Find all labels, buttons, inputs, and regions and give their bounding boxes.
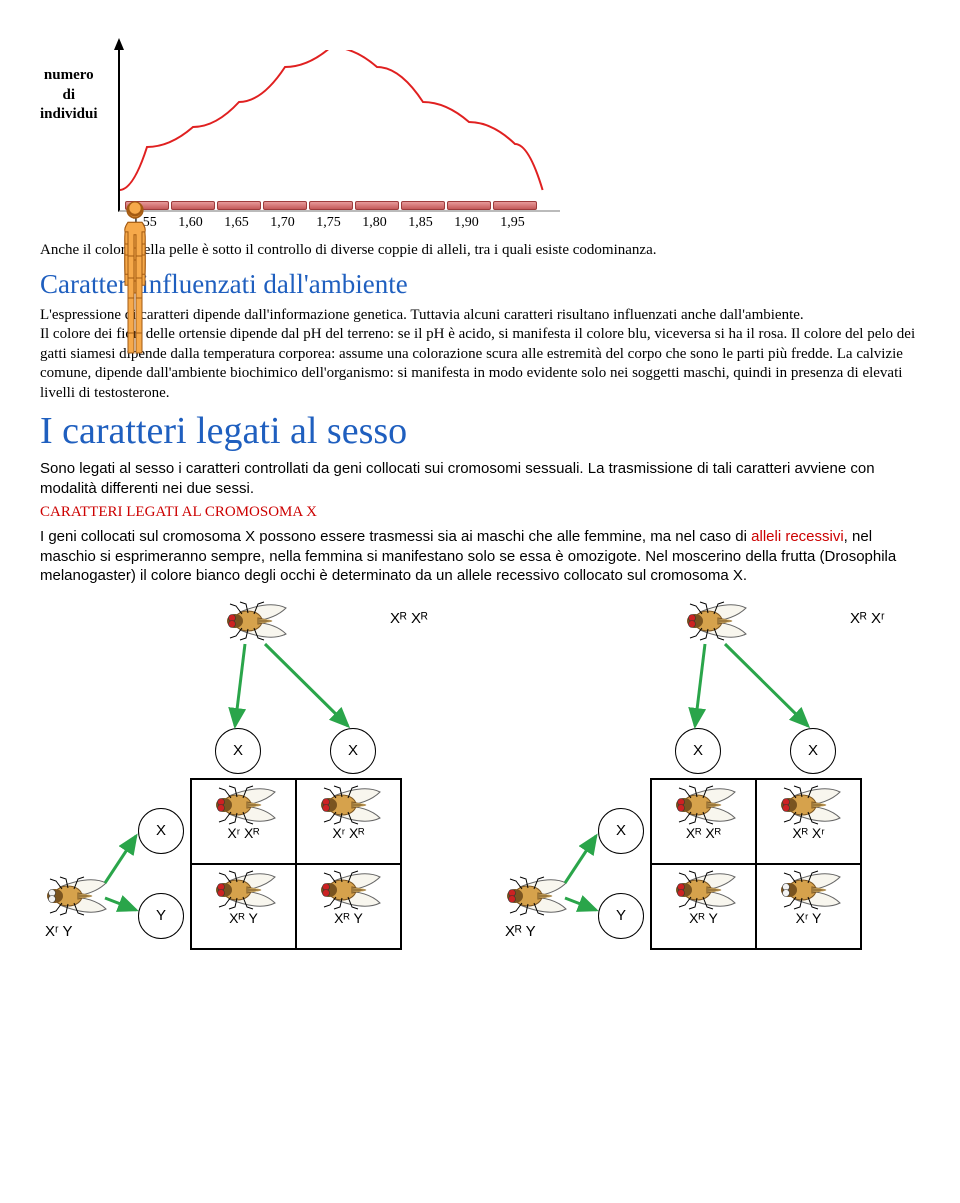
punnett-cell: Xʳ Xᴿ: [296, 779, 401, 864]
punnett-grid: Xʳ Xᴿ Xʳ Xᴿ: [190, 778, 402, 950]
person-silhouette: [446, 200, 492, 210]
height-distribution-figure: numero di individui: [40, 20, 920, 231]
people-silhouettes: [120, 200, 538, 210]
person-silhouette: [354, 200, 400, 210]
gamete-circle: X: [138, 808, 184, 854]
environment-body: L'espressione di caratteri dipende dall'…: [40, 306, 920, 404]
fly-icon: [209, 782, 279, 828]
person-silhouette: [492, 200, 538, 210]
x-tick-label: 1,80: [352, 215, 398, 231]
punnett-cell: Xᴿ Y: [296, 864, 401, 949]
subheading-x-chromosome: CARATTERI LEGATI AL CROMOSOMA X: [40, 504, 920, 521]
offspring-genotype: Xʳ Y: [796, 911, 822, 925]
x-tick-label: 1,85: [398, 215, 444, 231]
fly-icon: [774, 867, 844, 913]
x-chromosome-body: I geni collocati sul cromosoma X possono…: [40, 527, 920, 586]
punnett-grid: Xᴿ Xᴿ Xᴿ Xʳ: [650, 778, 862, 950]
fly-icon: [209, 867, 279, 913]
punnett-cell: Xᴿ Xʳ: [756, 779, 861, 864]
x-tick-label: 1,70: [260, 215, 306, 231]
person-silhouette: [170, 200, 216, 210]
codominanza-paragraph: Anche il colore della pelle è sotto il c…: [40, 241, 920, 261]
gamete-circle: X: [215, 728, 261, 774]
fly-icon: [500, 873, 570, 919]
father-genotype: Xʳ Y: [45, 923, 73, 940]
punnett-cell: Xᴿ Xᴿ: [651, 779, 756, 864]
x-axis-ticks: 1,551,601,651,701,751,801,851,901,95: [118, 215, 560, 231]
offspring-genotype: Xᴿ Xᴿ: [686, 826, 721, 840]
x-tick-label: 1,60: [168, 215, 214, 231]
punnett-cell: Xᴿ Y: [651, 864, 756, 949]
gamete-circle: X: [330, 728, 376, 774]
x-tick-label: 1,90: [444, 215, 490, 231]
gamete-circle: X: [790, 728, 836, 774]
offspring-genotype: Xʳ Xᴿ: [227, 826, 259, 840]
fly-icon: [680, 598, 750, 644]
fly-icon: [774, 782, 844, 828]
person-silhouette: [216, 200, 262, 210]
sex-linked-intro: Sono legati al sesso i caratteri control…: [40, 459, 920, 498]
x-tick-label: 1,65: [214, 215, 260, 231]
heading-sex-linked: I caratteri legati al sesso: [40, 409, 920, 453]
father-genotype: Xᴿ Y: [505, 923, 536, 940]
punnett-right: Xᴿ Xʳ Xᴿ YXXXY: [500, 598, 920, 958]
fly-icon: [669, 867, 739, 913]
y-axis-label: numero di individui: [40, 66, 98, 125]
offspring-genotype: Xᴿ Xʳ: [792, 826, 824, 840]
fly-icon: [220, 598, 290, 644]
punnett-cell: Xʳ Y: [756, 864, 861, 949]
heading-environment: Caratteri influenzati dall'ambiente: [40, 269, 920, 300]
gamete-circle: Y: [598, 893, 644, 939]
offspring-genotype: Xᴿ Y: [229, 911, 258, 925]
fly-icon: [314, 782, 384, 828]
punnett-cell: Xᴿ Y: [191, 864, 296, 949]
fly-icon: [314, 867, 384, 913]
bell-curve: [120, 50, 560, 210]
fly-icon: [669, 782, 739, 828]
person-silhouette: [262, 200, 308, 210]
punnett-left: Xᴿ Xᴿ Xʳ YXXXY: [40, 598, 460, 958]
person-silhouette: [308, 200, 354, 210]
x-tick-label: 1,95: [490, 215, 536, 231]
gamete-circle: X: [675, 728, 721, 774]
histogram-chart: [118, 50, 560, 212]
gamete-circle: X: [598, 808, 644, 854]
punnett-squares: Xᴿ Xᴿ Xʳ YXXXY: [40, 598, 920, 958]
mother-genotype: Xᴿ Xʳ: [850, 610, 885, 627]
x-tick-label: 1,75: [306, 215, 352, 231]
gamete-circle: Y: [138, 893, 184, 939]
mother-genotype: Xᴿ Xᴿ: [390, 610, 428, 627]
offspring-genotype: Xᴿ Y: [334, 911, 363, 925]
fly-icon: [40, 873, 110, 919]
offspring-genotype: Xʳ Xᴿ: [332, 826, 364, 840]
offspring-genotype: Xᴿ Y: [689, 911, 718, 925]
punnett-cell: Xʳ Xᴿ: [191, 779, 296, 864]
person-silhouette: [400, 200, 446, 210]
